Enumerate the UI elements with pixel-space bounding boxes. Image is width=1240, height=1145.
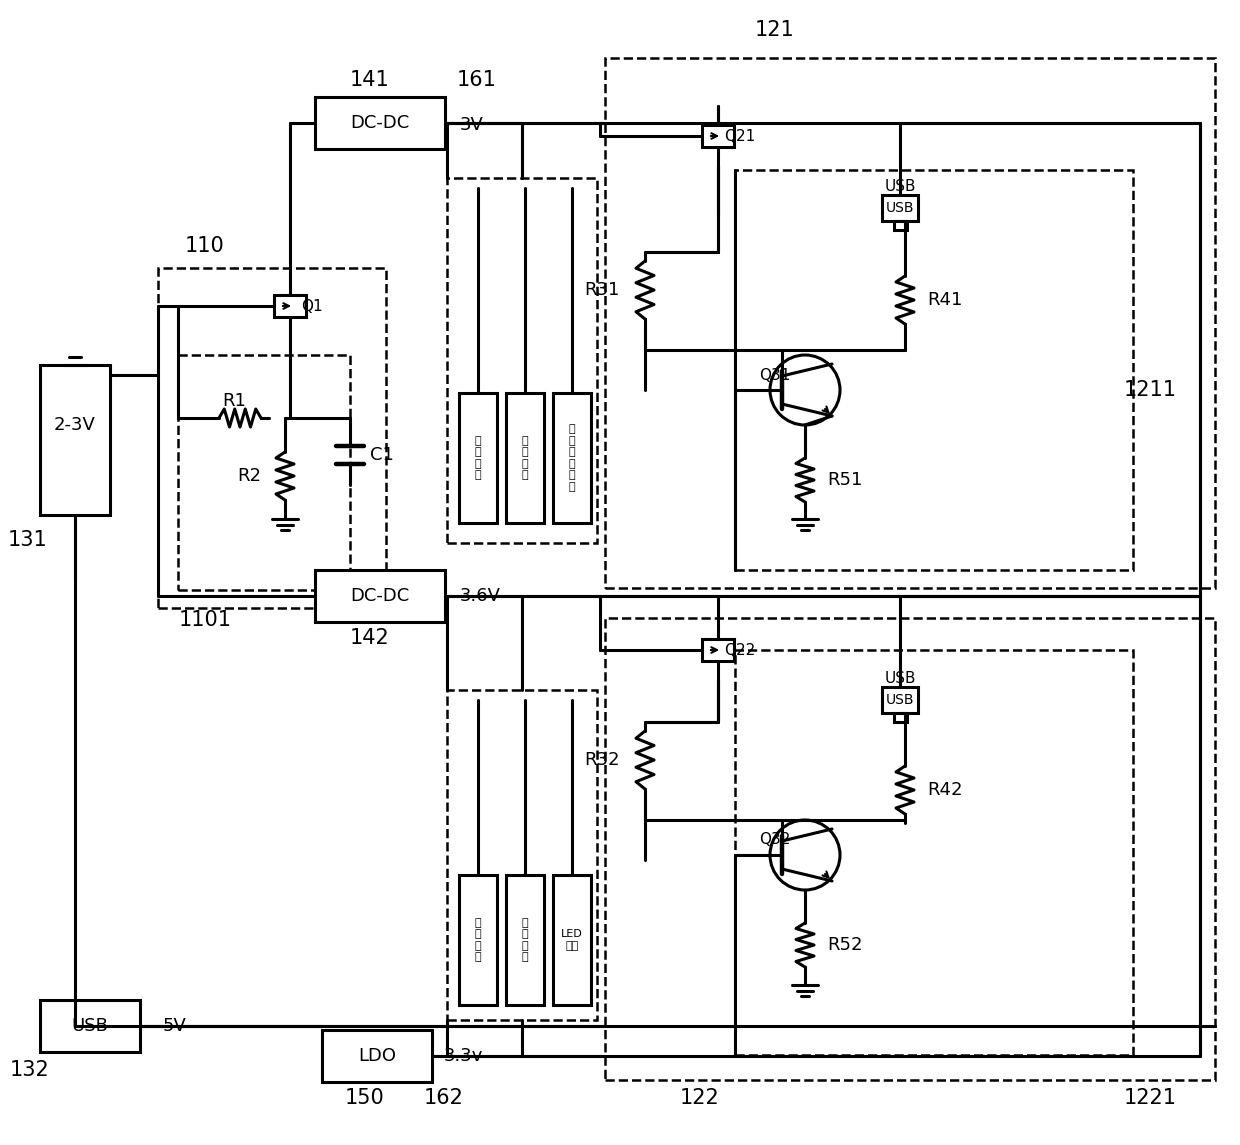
- Text: 141: 141: [350, 70, 389, 90]
- Text: 指
纹
传
感
模
块: 指 纹 传 感 模 块: [569, 424, 575, 492]
- Text: Q32: Q32: [759, 832, 791, 847]
- Text: 音
频
模
块: 音 频 模 块: [522, 917, 528, 963]
- Text: LED
模块: LED 模块: [562, 930, 583, 950]
- Text: 电
机
模
块: 电 机 模 块: [475, 917, 481, 963]
- Text: 2-3V: 2-3V: [55, 416, 95, 434]
- Bar: [882, 687, 918, 713]
- Text: 5V: 5V: [162, 1017, 187, 1035]
- Text: 110: 110: [185, 236, 224, 256]
- Text: R31: R31: [584, 281, 620, 299]
- Bar: [882, 195, 918, 221]
- Bar: [702, 639, 734, 661]
- Text: R41: R41: [928, 291, 962, 309]
- Text: USB: USB: [885, 693, 914, 706]
- Bar: [702, 125, 734, 147]
- Text: DC-DC: DC-DC: [351, 114, 409, 132]
- Bar: [605, 58, 1215, 589]
- Text: Q22: Q22: [724, 642, 755, 657]
- Bar: [553, 875, 591, 1005]
- Bar: [459, 875, 497, 1005]
- Bar: [506, 393, 544, 523]
- Text: USB: USB: [884, 671, 916, 686]
- Text: R32: R32: [584, 751, 620, 769]
- Text: 1101: 1101: [179, 610, 232, 630]
- Bar: [315, 97, 445, 149]
- Text: 蓝
牙
模
块: 蓝 牙 模 块: [522, 435, 528, 481]
- Text: R2: R2: [237, 467, 260, 485]
- Text: R42: R42: [928, 781, 962, 799]
- Text: 3.6V: 3.6V: [460, 587, 501, 605]
- Bar: [459, 393, 497, 523]
- Text: 161: 161: [458, 70, 497, 90]
- Text: 3V: 3V: [460, 116, 484, 134]
- Text: 122: 122: [680, 1088, 720, 1108]
- Text: 132: 132: [10, 1060, 50, 1080]
- Text: C1: C1: [370, 447, 394, 464]
- Bar: [446, 690, 596, 1020]
- Text: 1211: 1211: [1123, 380, 1177, 400]
- Text: R51: R51: [827, 471, 862, 489]
- Bar: [735, 650, 1133, 1055]
- Bar: [506, 875, 544, 1005]
- Text: 121: 121: [755, 19, 795, 40]
- Bar: [735, 169, 1133, 570]
- Text: Q21: Q21: [724, 128, 755, 143]
- Bar: [322, 1030, 432, 1082]
- Text: R52: R52: [827, 935, 863, 954]
- Bar: [40, 365, 110, 515]
- Bar: [40, 1000, 140, 1052]
- Text: 131: 131: [9, 530, 48, 550]
- Bar: [553, 393, 591, 523]
- Text: R1: R1: [222, 392, 246, 410]
- Text: 142: 142: [350, 627, 389, 648]
- Text: 150: 150: [345, 1088, 384, 1108]
- Text: USB: USB: [885, 202, 914, 215]
- Text: USB: USB: [884, 179, 916, 194]
- Bar: [315, 570, 445, 622]
- Text: 1221: 1221: [1123, 1088, 1177, 1108]
- Text: USB: USB: [72, 1017, 108, 1035]
- Bar: [894, 713, 906, 722]
- Text: 主
控
芯
片: 主 控 芯 片: [475, 435, 481, 481]
- Text: 162: 162: [424, 1088, 464, 1108]
- Bar: [179, 355, 350, 590]
- Text: LDO: LDO: [358, 1047, 396, 1065]
- Bar: [157, 268, 386, 608]
- Text: 3.3v: 3.3v: [444, 1047, 484, 1065]
- Text: Q31: Q31: [759, 368, 791, 382]
- Bar: [446, 177, 596, 543]
- Text: DC-DC: DC-DC: [351, 587, 409, 605]
- Bar: [605, 618, 1215, 1080]
- Bar: [274, 295, 306, 317]
- Text: Q1: Q1: [301, 299, 322, 314]
- Bar: [894, 221, 906, 230]
